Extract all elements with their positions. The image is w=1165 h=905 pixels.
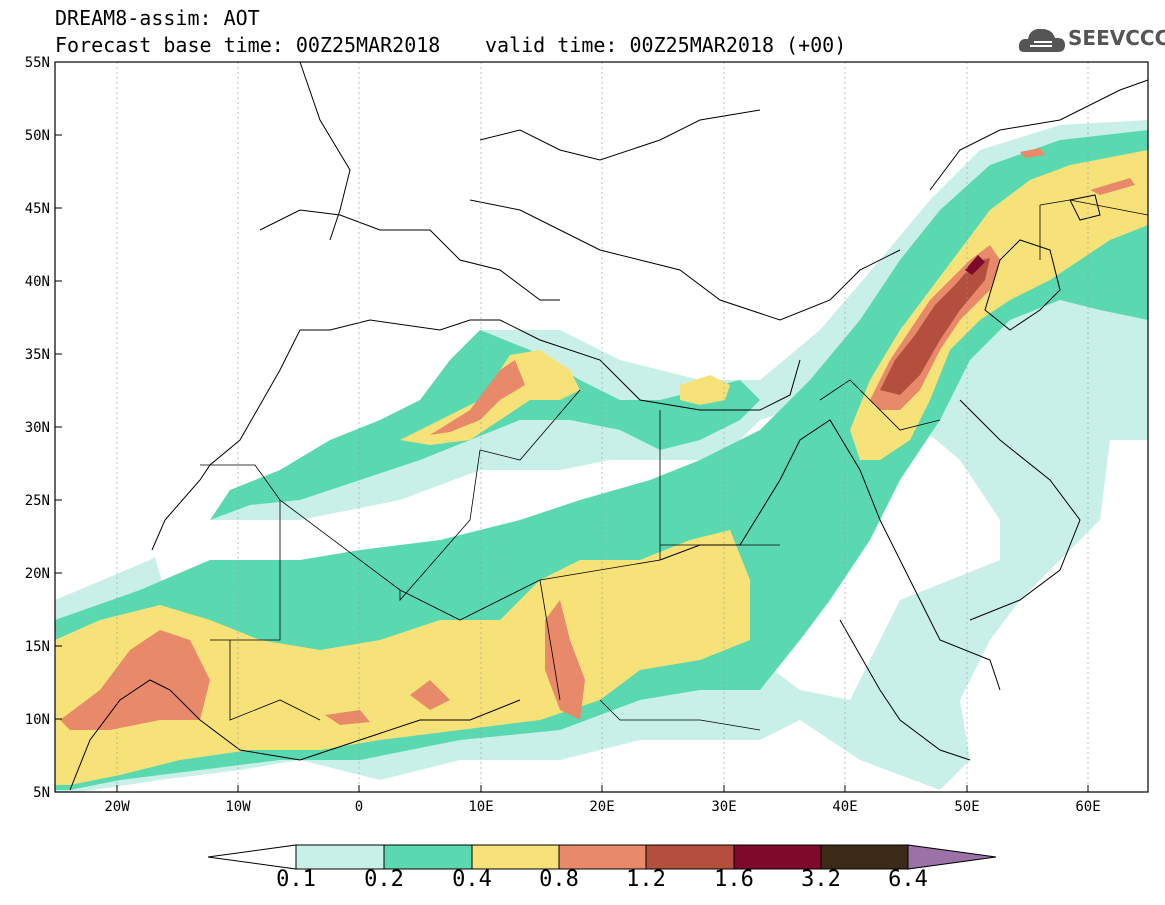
lon-label: 60E — [1075, 799, 1100, 815]
colorbar-label: 6.4 — [888, 867, 928, 892]
lat-label: 10N — [25, 712, 50, 728]
lat-label: 15N — [25, 639, 50, 655]
axis-ticks — [55, 61, 1089, 792]
colorbar-label: 0.1 — [276, 867, 316, 892]
lon-label: 20W — [104, 799, 130, 815]
map-title: DREAM8-assim: AOT — [55, 6, 260, 30]
colorbar-swatch — [820, 844, 909, 870]
colorbar-over-arrow — [907, 844, 997, 870]
lon-label: 40E — [832, 799, 857, 815]
lat-label: 45N — [25, 201, 50, 217]
colorbar-label: 1.6 — [714, 867, 754, 892]
lat-label: 25N — [25, 493, 50, 509]
colorbar-under-arrow — [207, 844, 297, 870]
lat-label: 40N — [25, 274, 50, 290]
aot-contour-1.2 — [880, 258, 990, 395]
colorbar-label: 0.8 — [539, 867, 579, 892]
lon-label: 20E — [589, 799, 614, 815]
colorbar-swatch — [733, 844, 822, 870]
lon-label: 50E — [954, 799, 979, 815]
lon-label: 0 — [355, 799, 363, 815]
aot-contour-0.4 — [55, 150, 1148, 785]
colorbar-swatch — [295, 844, 385, 870]
colorbar-label: 0.2 — [364, 867, 404, 892]
graticule — [116, 62, 1089, 792]
colorbar-label: 3.2 — [801, 867, 841, 892]
borders — [200, 199, 1148, 731]
colorbar-swatch — [383, 844, 473, 870]
colorbar — [207, 844, 997, 870]
lat-label: 35N — [25, 347, 50, 363]
cloud-icon — [1018, 28, 1065, 52]
lat-label: 20N — [25, 566, 50, 582]
lat-label: 30N — [25, 420, 50, 436]
colorbar-swatch — [558, 844, 647, 870]
lat-label: 5N — [33, 785, 50, 801]
colorbar-label: 1.2 — [626, 867, 666, 892]
aot-field — [55, 62, 1148, 792]
lon-label: 10W — [225, 799, 251, 815]
logo-text: SEEVCCC — [1068, 26, 1165, 50]
forecast-base-time: Forecast base time: 00Z25MAR2018 — [55, 33, 441, 57]
lat-label: 55N — [25, 55, 50, 71]
colorbar-swatch — [645, 844, 735, 870]
colorbar-label: 0.4 — [452, 867, 492, 892]
valid-time: valid time: 00Z25MAR2018 (+00) — [485, 33, 847, 57]
aot-contour-1.6 — [965, 255, 985, 275]
lat-label: 50N — [25, 128, 50, 144]
lon-label: 10E — [468, 799, 493, 815]
lon-label: 30E — [711, 799, 736, 815]
colorbar-swatch — [471, 844, 560, 870]
